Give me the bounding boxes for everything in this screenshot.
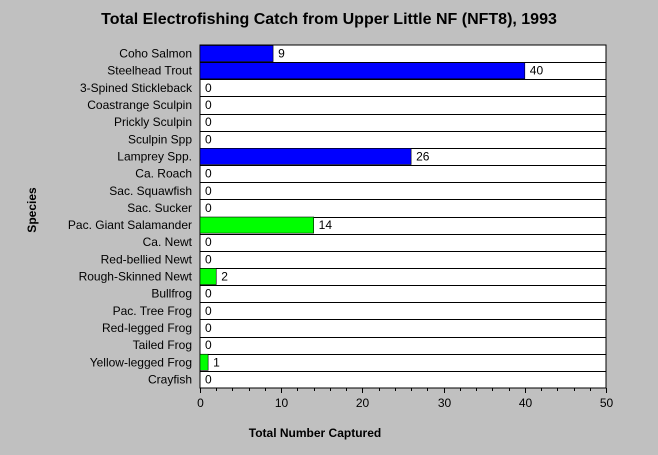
value-label: 0 [205, 235, 212, 249]
value-label: 0 [205, 252, 212, 266]
x-tick-label: 50 [600, 396, 614, 410]
x-tick-label: 0 [197, 396, 204, 410]
category-label: Red-legged Frog [102, 321, 192, 335]
category-label: Tailed Frog [133, 338, 192, 352]
value-label: 40 [530, 64, 544, 78]
bar [199, 216, 314, 234]
category-label: Yellow-legged Frog [90, 355, 192, 369]
category-label: Rough-Skinned Newt [79, 270, 193, 284]
value-label: 0 [205, 167, 212, 181]
bar [199, 62, 526, 80]
category-label: Coastrange Sculpin [87, 98, 192, 112]
value-label: 14 [319, 218, 333, 232]
category-label: Coho Salmon [119, 47, 192, 61]
bar [199, 268, 217, 285]
category-label: Ca. Roach [135, 167, 192, 181]
chart-title: Total Electrofishing Catch from Upper Li… [101, 11, 557, 28]
value-label: 0 [205, 184, 212, 198]
value-label: 0 [205, 287, 212, 301]
x-axis-label: Total Number Captured [248, 426, 382, 440]
category-label: Crayfish [148, 372, 192, 386]
category-label: Bullfrog [151, 287, 192, 301]
value-label: 2 [221, 270, 228, 284]
value-label: 1 [213, 355, 220, 369]
bar [199, 45, 274, 62]
value-label: 0 [205, 81, 212, 95]
value-label: 0 [205, 132, 212, 146]
value-label: 0 [205, 304, 212, 318]
category-label: Steelhead Trout [107, 64, 192, 78]
category-label: Red-bellied Newt [101, 252, 193, 266]
x-tick-label: 10 [275, 396, 289, 410]
x-tick-label: 30 [438, 396, 452, 410]
x-tick-label: 40 [519, 396, 533, 410]
category-label: Pac. Tree Frog [113, 304, 192, 318]
value-label: 26 [416, 149, 430, 163]
value-label: 0 [205, 338, 212, 352]
value-label: 0 [205, 115, 212, 129]
x-tick-label: 20 [356, 396, 370, 410]
category-label: 3-Spined Stickleback [80, 81, 193, 95]
plot-area [199, 44, 607, 389]
category-label: Lamprey Spp. [117, 149, 192, 163]
bar [199, 148, 412, 165]
category-label: Sculpin Spp [128, 132, 192, 146]
category-label: Prickly Sculpin [114, 115, 192, 129]
value-label: 9 [278, 47, 285, 61]
category-label: Pac. Giant Salamander [68, 218, 192, 232]
category-label: Sac. Sucker [127, 201, 192, 215]
value-label: 0 [205, 372, 212, 386]
value-label: 0 [205, 98, 212, 112]
value-label: 0 [205, 201, 212, 215]
category-label: Ca. Newt [143, 235, 193, 249]
bar [199, 353, 209, 371]
value-label: 0 [205, 321, 212, 335]
category-label: Sac. Squawfish [109, 184, 192, 198]
